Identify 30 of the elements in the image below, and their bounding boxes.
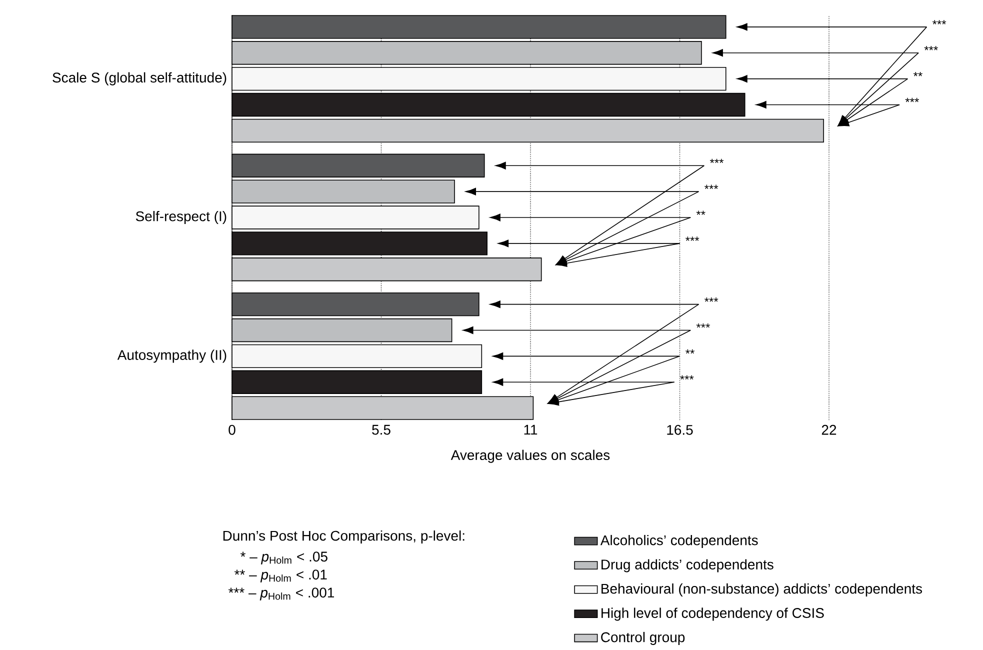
y-tick-label: Self-respect (I)	[136, 210, 226, 224]
legend-label: Alcoholics’ codependents	[600, 534, 758, 548]
legend-label: High level of codependency of CSIS	[602, 608, 824, 621]
text: * – p$_{Holm}$ < .05	[240, 552, 328, 564]
text: ***	[932, 20, 946, 24]
text: ** – p$_{Holm}$ < .01	[234, 570, 327, 582]
annotation: ***	[680, 375, 694, 380]
legend-label: Control group	[601, 632, 685, 645]
x-tick-label: 0	[228, 424, 236, 435]
legend-label: Behavioural (non-substance) addicts’ codependents	[602, 583, 922, 596]
text: **	[913, 72, 922, 76]
text: ***	[905, 98, 919, 102]
annotation: ***	[704, 298, 718, 302]
text: *** – p$_{Holm}$ < .001	[228, 588, 334, 600]
y-tick-label: Scale S (global self-attitude)	[52, 72, 226, 86]
annotation: ***	[696, 323, 710, 328]
x-tick-label: 16.5	[667, 424, 693, 435]
annotation: ***	[704, 184, 718, 189]
x-tick-label: 5.5	[372, 424, 390, 435]
y-tick-label: Autosympathy (II)	[117, 350, 226, 363]
x-tick-label: 11	[524, 424, 538, 435]
text: Dunn’s Post Hoc Comparisons, p-level:	[223, 530, 464, 544]
text: ***	[924, 46, 938, 50]
annotation: **	[686, 349, 694, 354]
annotation: ***	[686, 236, 700, 241]
annotation: **	[696, 210, 706, 215]
annotation: ***	[710, 158, 724, 164]
legend-label: Drug addicts’ codependents	[602, 559, 774, 572]
x-axis-title: Average values on scales	[450, 450, 610, 463]
x-tick-label: 22	[822, 424, 836, 435]
